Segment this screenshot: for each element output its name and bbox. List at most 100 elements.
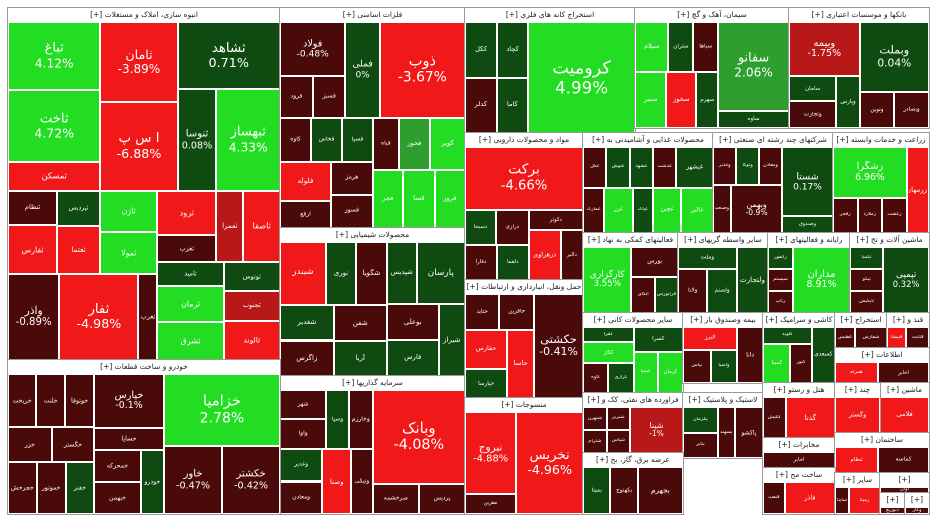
stock-tile[interactable]: ثالوند: [223, 321, 280, 360]
sector-title[interactable]: سیمان، آهک و گچ [+]: [635, 8, 789, 23]
stock-tile[interactable]: خوتوقا: [65, 374, 95, 428]
stock-tile[interactable]: وسپا: [326, 390, 349, 450]
stock-tile[interactable]: خموتور: [36, 462, 66, 514]
stock-tile[interactable]: پاکشو: [734, 407, 763, 458]
stock-tile[interactable]: حتاید: [465, 294, 500, 330]
stock-tile[interactable]: غنوش: [606, 147, 630, 188]
stock-tile[interactable]: اخابر: [877, 362, 929, 383]
stock-tile[interactable]: خریخت: [8, 374, 37, 428]
stock-tile[interactable]: سباها: [693, 22, 719, 72]
stock-tile[interactable]: بجهرم: [637, 467, 683, 514]
stock-tile[interactable]: کیمیا: [633, 351, 658, 393]
stock-tile[interactable]: وپارس: [836, 75, 860, 128]
sector-title[interactable]: قند و [+]: [887, 313, 929, 328]
stock-tile[interactable]: زملارد: [857, 197, 882, 233]
sector-title[interactable]: کاشی و سرامیک [+]: [763, 313, 835, 328]
stock-tile[interactable]: ذوب -3.67%: [379, 22, 465, 118]
stock-tile[interactable]: شهر: [280, 390, 327, 420]
stock-tile[interactable]: آ س پ -6.88%: [100, 102, 178, 191]
stock-tile[interactable]: نوری: [325, 242, 356, 305]
stock-tile[interactable]: تکمبا: [850, 247, 884, 269]
stock-tile[interactable]: برکت -4.66%: [465, 147, 583, 210]
stock-tile[interactable]: کسرا: [633, 327, 683, 352]
stock-tile[interactable]: شغدیر: [280, 304, 334, 341]
stock-tile[interactable]: ثاژن: [100, 190, 158, 233]
sector-title[interactable]: رایانه و فعالیتهای [+]: [768, 233, 850, 248]
sector-title[interactable]: حمل ونقل، انبارداری و ارتباطات [+]: [465, 280, 583, 295]
stock-tile[interactable]: ثعتما: [57, 225, 100, 274]
stock-tile[interactable]: شیراز: [438, 304, 465, 376]
stock-tile[interactable]: ثپردیس: [57, 190, 100, 226]
sector-title[interactable]: شرکتهای چند رشته ای صنعتی [+]: [713, 133, 833, 148]
stock-tile[interactable]: سامان: [789, 75, 837, 102]
stock-tile[interactable]: اتکای: [631, 276, 655, 313]
stock-tile[interactable]: تپکو: [850, 268, 884, 291]
stock-tile[interactable]: ثعمرا: [216, 190, 244, 263]
stock-tile[interactable]: ثغرب: [138, 273, 158, 360]
stock-tile[interactable]: سیستم: [768, 268, 793, 291]
sector-title[interactable]: سرمایه گذاریها [+]: [280, 376, 465, 391]
stock-tile[interactable]: ثاخت 4.72%: [8, 90, 101, 163]
stock-tile[interactable]: شبندر: [280, 242, 326, 305]
stock-tile[interactable]: حافرین: [499, 294, 535, 330]
stock-tile[interactable]: ثنوسا 0.08%: [177, 89, 217, 191]
stock-tile[interactable]: ونوین: [859, 92, 895, 128]
stock-tile[interactable]: وخارزم: [348, 390, 373, 450]
stock-tile[interactable]: ساوه: [718, 110, 789, 128]
stock-tile[interactable]: درازی: [496, 209, 529, 245]
stock-tile[interactable]: کطبس: [835, 327, 855, 348]
sector-title[interactable]: هتل و رستو [+]: [763, 383, 835, 398]
stock-tile[interactable]: بوعلی: [386, 304, 439, 341]
stock-tile[interactable]: وغدیر: [280, 449, 323, 482]
stock-tile[interactable]: دانا: [737, 327, 763, 383]
stock-tile[interactable]: کلوند: [763, 327, 812, 344]
stock-tile[interactable]: ومعادن: [759, 147, 783, 186]
stock-tile[interactable]: غشهد: [629, 147, 653, 188]
stock-tile[interactable]: ثوتوس: [223, 262, 280, 291]
sector-title[interactable]: محصولات غذایی و آشامیدنی به [+]: [583, 133, 713, 148]
sector-title[interactable]: زراعت و خدمات وابسته [+]: [833, 133, 929, 148]
stock-tile[interactable]: شستا 0.17%: [782, 147, 833, 217]
stock-tile[interactable]: غگل: [583, 147, 607, 188]
stock-tile[interactable]: حآسا: [507, 329, 535, 398]
stock-tile[interactable]: شپنا -1%: [629, 407, 683, 453]
stock-tile[interactable]: بکهنوج: [610, 467, 638, 514]
stock-tile[interactable]: وصنا: [322, 449, 352, 514]
stock-tile[interactable]: وبهمن -0.9%: [731, 185, 783, 233]
sector-title[interactable]: اطلاعات [+]: [835, 348, 929, 363]
stock-tile[interactable]: ثبهساز 4.33%: [216, 89, 280, 191]
stock-tile[interactable]: وبانک -4.08%: [372, 390, 465, 485]
stock-tile[interactable]: خکشتر -0.42%: [222, 446, 280, 514]
stock-tile[interactable]: کگل: [465, 22, 498, 78]
stock-tile[interactable]: گکیش: [763, 397, 786, 438]
stock-tile[interactable]: البرز: [683, 327, 738, 350]
stock-tile[interactable]: غپاک: [632, 187, 653, 233]
sector-title[interactable]: عرضه برق، گاز، بخ [+]: [583, 453, 683, 468]
sector-title[interactable]: چند [+]: [835, 383, 880, 398]
stock-tile[interactable]: فلامی: [880, 397, 929, 433]
stock-tile[interactable]: کماسه: [878, 447, 929, 473]
stock-tile[interactable]: خفنر: [65, 462, 95, 514]
sector-title[interactable]: ساختمان [+]: [835, 433, 929, 448]
stock-tile[interactable]: کسعدی: [811, 327, 835, 383]
stock-tile[interactable]: وکار: [905, 507, 929, 514]
stock-tile[interactable]: هرمز: [330, 161, 373, 195]
stock-tile[interactable]: ثمسکن: [8, 162, 101, 191]
stock-tile[interactable]: خپارس -0.1%: [94, 374, 164, 428]
stock-tile[interactable]: فسا: [402, 170, 435, 228]
stock-tile[interactable]: خلنت: [36, 374, 66, 428]
stock-tile[interactable]: نطرین: [465, 494, 517, 514]
stock-tile[interactable]: زفجر: [833, 197, 858, 233]
stock-tile[interactable]: وتجارت: [789, 101, 837, 128]
stock-tile[interactable]: کگاز: [583, 342, 634, 363]
stock-tile[interactable]: غالبر: [681, 187, 713, 233]
stock-tile[interactable]: شبریز: [606, 407, 630, 430]
stock-tile[interactable]: خزامیا 2.78%: [163, 374, 280, 447]
stock-tile[interactable]: کاوه: [583, 362, 609, 393]
stock-tile[interactable]: فاذر: [784, 482, 835, 514]
stock-tile[interactable]: فرابورس: [654, 276, 678, 313]
stock-tile[interactable]: همراه: [835, 362, 878, 383]
sector-title[interactable]: انبوه سازی، املاک و مستغلات [+]: [8, 8, 280, 23]
stock-tile[interactable]: خمحرکه: [94, 449, 141, 483]
sector-title[interactable]: فراورده های نفتی، کک و [+]: [583, 393, 683, 408]
